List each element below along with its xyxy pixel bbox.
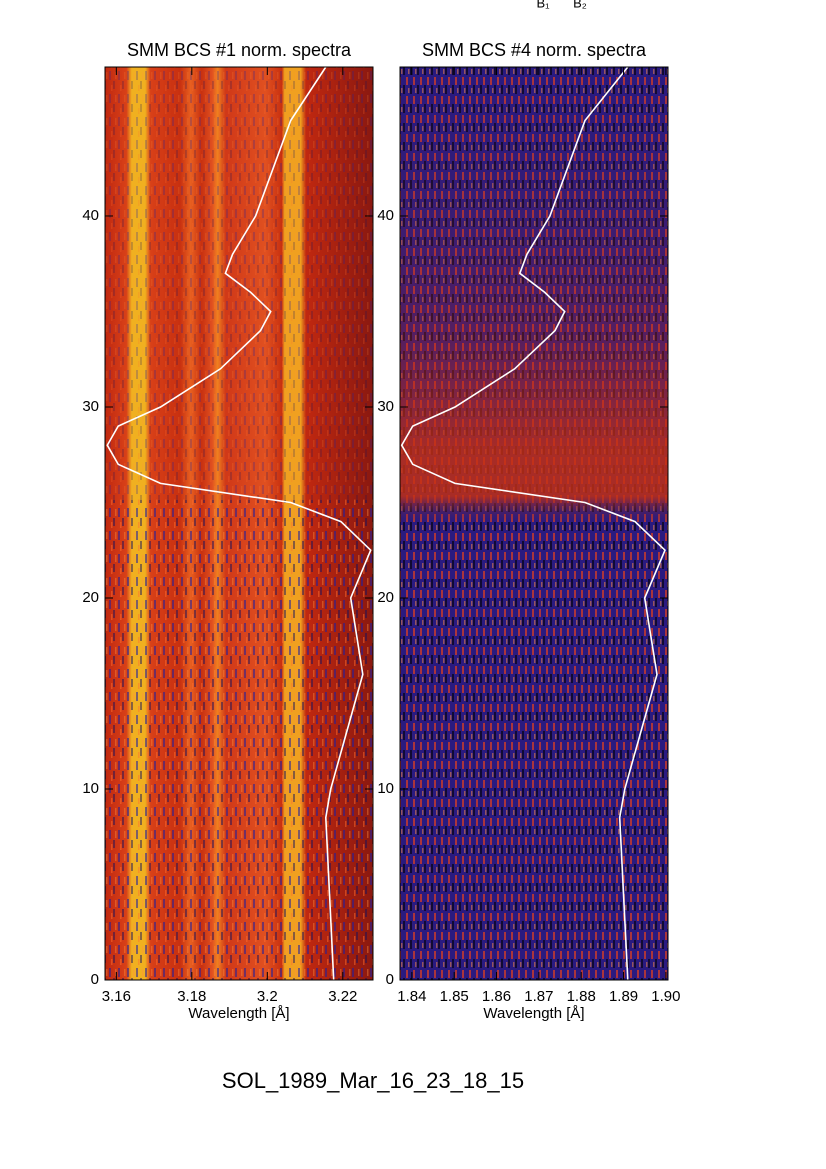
y-tick-label: 30: [377, 398, 394, 415]
x-tick-label: 3.18: [177, 988, 206, 1005]
chart-title: SMM BCS #1 norm. spectra: [127, 40, 352, 60]
heatmap-2: [400, 67, 668, 980]
x-tick-label: 3.2: [257, 988, 278, 1005]
x-tick-label: 1.89: [609, 988, 638, 1005]
y-tick-label: 0: [386, 971, 394, 988]
x-tick-label: 1.86: [482, 988, 511, 1005]
x-tick-label: 3.16: [102, 988, 131, 1005]
y-tick-label: 10: [377, 780, 394, 797]
y-tick-label: 20: [377, 589, 394, 606]
x-tick-label: 1.85: [440, 988, 469, 1005]
curve: [106, 66, 372, 981]
x-tick-label: 1.84: [397, 988, 426, 1005]
x-axis-label: Wavelength [Å]: [188, 1005, 289, 1022]
caption: SOL_1989_Mar_16_23_18_15: [222, 1068, 524, 1093]
x-tick-label: 1.90: [651, 988, 680, 1005]
x-tick-label: 1.88: [567, 988, 596, 1005]
annotation: B₁: [536, 0, 550, 10]
annotation: B₂: [573, 0, 587, 10]
y-tick-label: 10: [82, 780, 99, 797]
y-tick-label: 40: [377, 207, 394, 224]
x-tick-label: 3.22: [328, 988, 357, 1005]
y-tick-label: 30: [82, 398, 99, 415]
chart-title: SMM BCS #4 norm. spectra: [422, 40, 647, 60]
curve: [400, 66, 666, 981]
axis-frame: [104, 66, 374, 981]
heatmap-1: [105, 67, 373, 980]
y-tick-label: 20: [82, 589, 99, 606]
y-tick-label: 40: [82, 207, 99, 224]
x-axis-label: Wavelength [Å]: [483, 1005, 584, 1022]
y-tick-label: 0: [91, 971, 99, 988]
axis-frame: [399, 66, 669, 981]
x-tick-label: 1.87: [524, 988, 553, 1005]
